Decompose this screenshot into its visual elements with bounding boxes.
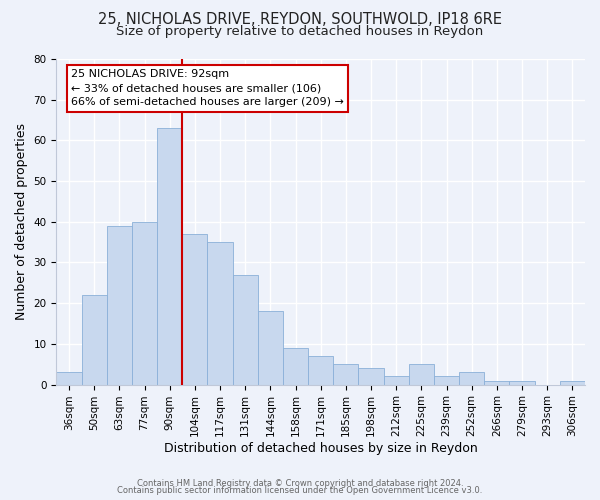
Bar	[56, 372, 82, 384]
Bar	[132, 222, 157, 384]
Bar	[484, 380, 509, 384]
Bar	[509, 380, 535, 384]
Bar	[107, 226, 132, 384]
Text: Contains public sector information licensed under the Open Government Licence v3: Contains public sector information licen…	[118, 486, 482, 495]
Bar	[283, 348, 308, 385]
Text: 25, NICHOLAS DRIVE, REYDON, SOUTHWOLD, IP18 6RE: 25, NICHOLAS DRIVE, REYDON, SOUTHWOLD, I…	[98, 12, 502, 28]
Bar	[358, 368, 383, 384]
Bar	[383, 376, 409, 384]
Bar	[459, 372, 484, 384]
Bar	[82, 295, 107, 384]
Bar	[182, 234, 208, 384]
X-axis label: Distribution of detached houses by size in Reydon: Distribution of detached houses by size …	[164, 442, 478, 455]
Bar	[409, 364, 434, 384]
Bar	[258, 312, 283, 384]
Text: 25 NICHOLAS DRIVE: 92sqm
← 33% of detached houses are smaller (106)
66% of semi-: 25 NICHOLAS DRIVE: 92sqm ← 33% of detach…	[71, 69, 344, 107]
Bar	[560, 380, 585, 384]
Text: Contains HM Land Registry data © Crown copyright and database right 2024.: Contains HM Land Registry data © Crown c…	[137, 478, 463, 488]
Bar	[233, 274, 258, 384]
Bar	[208, 242, 233, 384]
Text: Size of property relative to detached houses in Reydon: Size of property relative to detached ho…	[116, 25, 484, 38]
Bar	[333, 364, 358, 384]
Bar	[157, 128, 182, 384]
Y-axis label: Number of detached properties: Number of detached properties	[15, 124, 28, 320]
Bar	[308, 356, 333, 384]
Bar	[434, 376, 459, 384]
